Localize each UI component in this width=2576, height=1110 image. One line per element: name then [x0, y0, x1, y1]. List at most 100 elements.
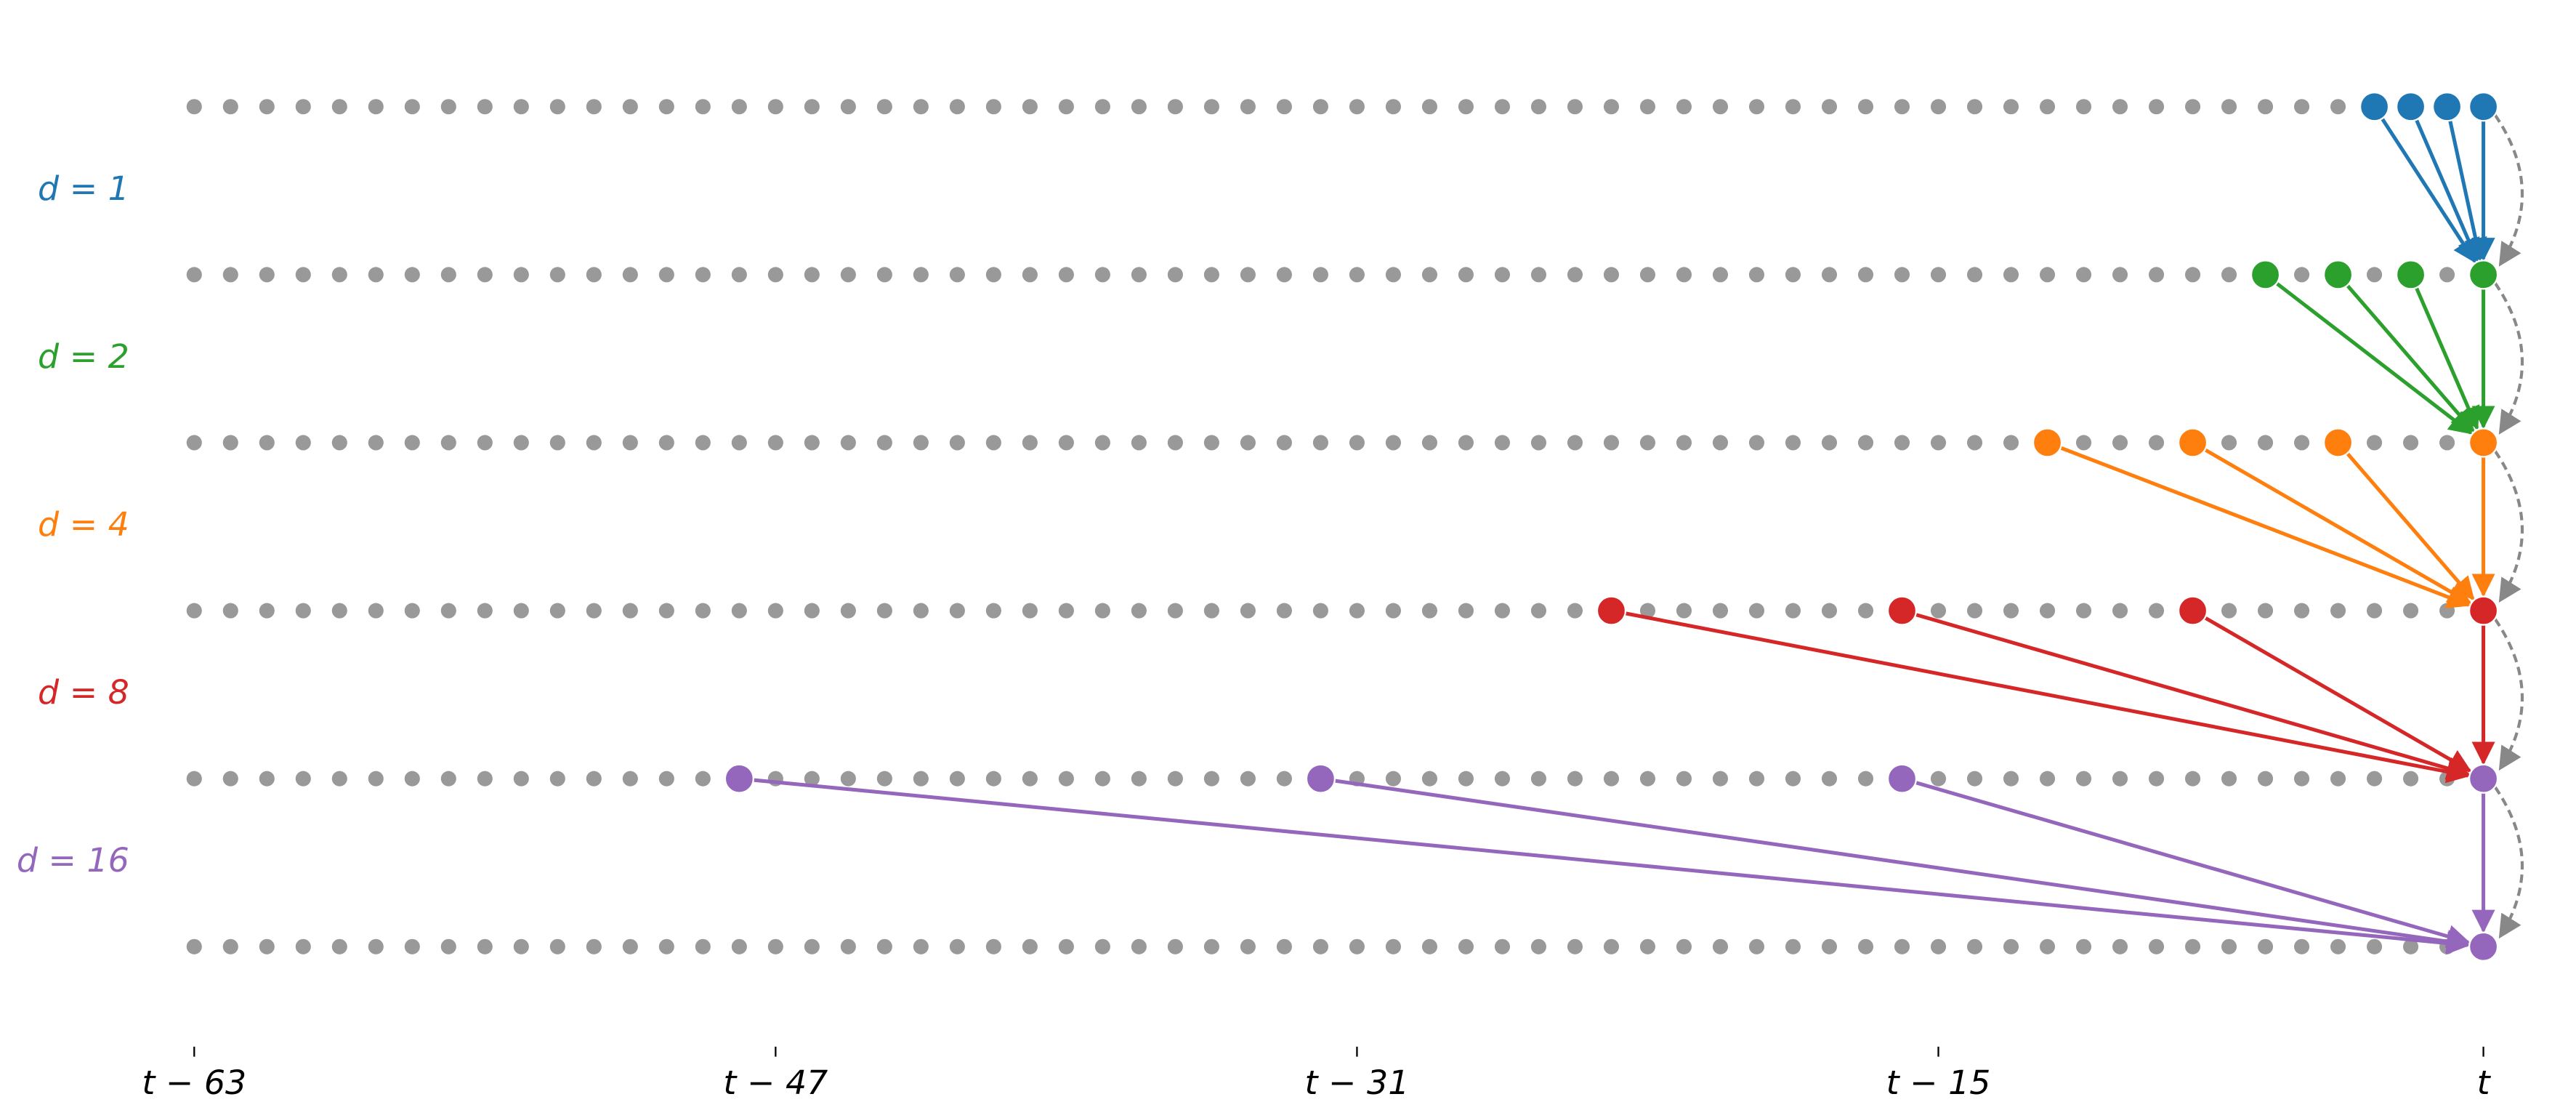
timestep-node — [1821, 435, 1838, 451]
timestep-node — [1494, 435, 1510, 451]
timestep-node — [1857, 771, 1874, 787]
timestep-node — [1312, 267, 1328, 283]
timestep-node — [2075, 267, 2092, 283]
active-node — [2032, 427, 2063, 458]
timestep-node — [222, 603, 238, 619]
timestep-node — [186, 771, 202, 787]
timestep-node — [2112, 267, 2128, 283]
timestep-node — [731, 435, 747, 451]
timestep-node — [1676, 938, 1692, 954]
timestep-node — [840, 267, 856, 283]
timestep-node — [695, 771, 711, 787]
timestep-node — [2039, 99, 2056, 115]
timestep-node — [1785, 938, 1801, 954]
timestep-node — [549, 267, 565, 283]
timestep-node — [1276, 771, 1292, 787]
timestep-node — [949, 603, 965, 619]
timestep-node — [2039, 267, 2056, 283]
timestep-node — [622, 603, 638, 619]
timestep-node — [1167, 771, 1183, 787]
timestep-node — [1785, 603, 1801, 619]
timestep-node — [767, 938, 783, 954]
timestep-node — [1930, 99, 1947, 115]
timestep-node — [222, 938, 238, 954]
timestep-node — [2330, 771, 2346, 787]
timestep-node — [513, 267, 529, 283]
timestep-node — [1458, 938, 1474, 954]
timestep-node — [876, 435, 892, 451]
timestep-node — [2148, 771, 2165, 787]
timestep-node — [1421, 603, 1437, 619]
active-node — [2468, 92, 2499, 122]
timestep-node — [1458, 267, 1474, 283]
timestep-node — [913, 267, 929, 283]
active-node — [2359, 92, 2390, 122]
active-node — [2395, 92, 2426, 122]
timestep-node — [2403, 771, 2419, 787]
timestep-node — [1712, 267, 1729, 283]
timestep-node — [876, 267, 892, 283]
timestep-node — [1349, 99, 1365, 115]
timestep-node — [985, 267, 1001, 283]
timestep-node — [2294, 771, 2310, 787]
skip-arrow — [2493, 786, 2524, 939]
timestep-node — [1603, 99, 1620, 115]
timestep-node — [440, 771, 456, 787]
skip-arrow — [2493, 450, 2524, 603]
timestep-node — [1857, 99, 1874, 115]
timestep-node — [840, 938, 856, 954]
timestep-node — [1530, 435, 1547, 451]
timestep-node — [1530, 771, 1547, 787]
timestep-node — [1203, 435, 1219, 451]
timestep-node — [1276, 603, 1292, 619]
active-node — [2250, 260, 2281, 290]
timestep-node — [731, 267, 747, 283]
timestep-node — [1131, 771, 1147, 787]
connection-arrow — [1334, 779, 2471, 953]
timestep-node — [1167, 99, 1183, 115]
timestep-node — [1203, 267, 1219, 283]
timestep-node — [1421, 938, 1437, 954]
timestep-node — [1567, 267, 1583, 283]
timestep-node — [731, 99, 747, 115]
x-tick-label: t − 47 — [723, 1063, 828, 1102]
timestep-node — [2367, 435, 2383, 451]
connection-arrow — [2381, 117, 2476, 264]
timestep-node — [586, 99, 602, 115]
timestep-node — [1639, 603, 1656, 619]
timestep-node — [295, 267, 311, 283]
timestep-node — [586, 435, 602, 451]
timestep-node — [1530, 99, 1547, 115]
timestep-node — [1966, 99, 1983, 115]
timestep-node — [295, 603, 311, 619]
timestep-node — [695, 938, 711, 954]
timestep-node — [1058, 99, 1074, 115]
timestep-node — [513, 603, 529, 619]
timestep-node — [404, 938, 420, 954]
timestep-node — [2221, 938, 2237, 954]
timestep-node — [1203, 771, 1219, 787]
timestep-node — [186, 99, 202, 115]
timestep-node — [477, 99, 493, 115]
timestep-node — [2330, 99, 2346, 115]
timestep-node — [1639, 938, 1656, 954]
timestep-node — [2439, 603, 2455, 619]
skip-arrow — [2493, 114, 2524, 267]
timestep-node — [1385, 267, 1401, 283]
timestep-node — [404, 603, 420, 619]
timestep-node — [549, 938, 565, 954]
timestep-node — [1240, 435, 1256, 451]
timestep-node — [2367, 938, 2383, 954]
timestep-node — [731, 938, 747, 954]
timestep-node — [222, 267, 238, 283]
timestep-node — [1094, 267, 1110, 283]
timestep-node — [658, 603, 674, 619]
timestep-node — [2258, 603, 2274, 619]
timestep-node — [913, 435, 929, 451]
timestep-node — [767, 603, 783, 619]
timestep-node — [1821, 938, 1838, 954]
connection-arrow — [2204, 616, 2472, 773]
timestep-node — [804, 603, 820, 619]
connection-arrow — [2346, 283, 2475, 433]
timestep-node — [295, 99, 311, 115]
